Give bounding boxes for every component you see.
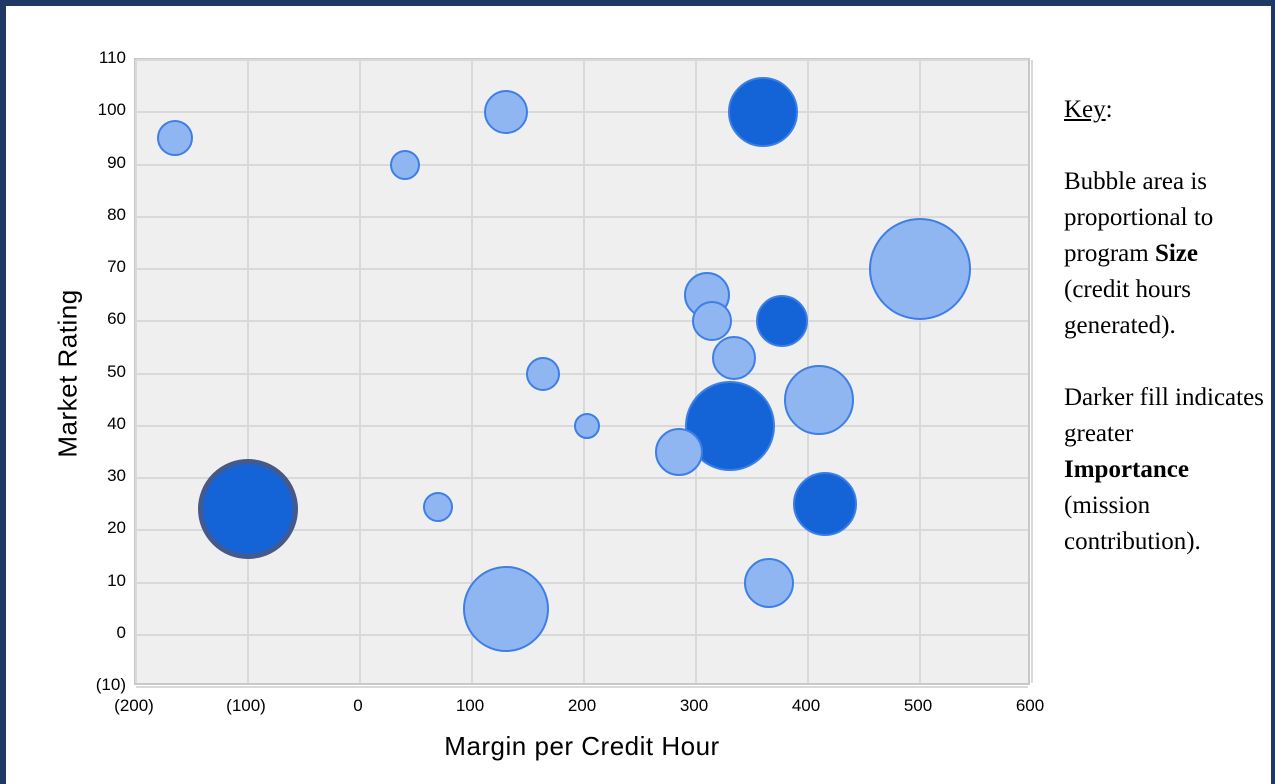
gridline-horizontal bbox=[136, 581, 1028, 584]
bubble-light bbox=[157, 120, 194, 157]
gridline-vertical bbox=[247, 60, 249, 683]
frame-border-right bbox=[1271, 0, 1275, 784]
gridline-horizontal bbox=[136, 215, 1028, 218]
x-tick-label: 0 bbox=[353, 696, 363, 715]
gridline-horizontal bbox=[136, 268, 1028, 270]
gridline-vertical bbox=[471, 60, 473, 683]
x-tick-label: 200 bbox=[567, 696, 597, 715]
y-tick-label: 90 bbox=[107, 152, 126, 172]
gridline-vertical bbox=[583, 60, 585, 683]
y-tick-label: 60 bbox=[107, 309, 126, 329]
gridline-horizontal bbox=[136, 320, 1028, 323]
x-tick-label: 500 bbox=[903, 696, 933, 715]
y-tick-label: 20 bbox=[107, 518, 126, 538]
y-tick-label: 80 bbox=[107, 204, 126, 224]
y-tick-label: 0 bbox=[116, 622, 126, 642]
gridline-horizontal bbox=[136, 372, 1028, 375]
gridline-vertical bbox=[919, 60, 921, 683]
x-tick-label: 400 bbox=[791, 696, 821, 715]
y-tick-label: 10 bbox=[107, 570, 126, 590]
bubble-light bbox=[483, 90, 528, 135]
key-importance-bold: Importance bbox=[1064, 456, 1189, 483]
key-title-text: Key bbox=[1064, 96, 1106, 123]
key-title-colon: : bbox=[1105, 96, 1113, 123]
bubble-light bbox=[743, 557, 794, 608]
gridline-horizontal bbox=[136, 633, 1028, 636]
bubble-light bbox=[691, 301, 732, 342]
y-tick-label: (10) bbox=[95, 675, 126, 694]
x-tick-label: (200) bbox=[114, 696, 154, 715]
gridline-horizontal bbox=[136, 477, 1028, 479]
bubble-light bbox=[423, 491, 454, 522]
y-tick-label: 40 bbox=[107, 413, 126, 433]
gridline-vertical bbox=[695, 60, 697, 683]
y-tick-label: 100 bbox=[97, 100, 126, 120]
bubble-dark bbox=[684, 380, 775, 471]
y-tick-label: 70 bbox=[107, 257, 126, 276]
bubble-light bbox=[655, 427, 704, 476]
x-tick-label: 300 bbox=[679, 696, 709, 715]
y-tick-label: 50 bbox=[107, 361, 126, 381]
bubble-dark bbox=[792, 472, 857, 537]
x-tick-label: 100 bbox=[455, 696, 485, 715]
gridline-vertical bbox=[135, 60, 137, 683]
bubble-light bbox=[784, 364, 855, 435]
gridline-horizontal bbox=[136, 163, 1028, 166]
bubble-light bbox=[712, 335, 757, 380]
key-title: Key: bbox=[1064, 92, 1264, 128]
x-axis-title: Margin per Credit Hour bbox=[444, 731, 720, 761]
gridline-horizontal bbox=[136, 686, 1028, 688]
plot-area bbox=[134, 58, 1033, 688]
bubble-dark bbox=[756, 295, 809, 348]
x-tick-label: 600 bbox=[1015, 696, 1045, 715]
key-importance-text-post: (mission contribution). bbox=[1064, 492, 1201, 555]
y-tick-label: 110 bbox=[98, 48, 126, 67]
gridline-horizontal bbox=[136, 529, 1028, 532]
bubble-light bbox=[389, 149, 420, 180]
key-paragraph-size: Bubble area is proportional to program S… bbox=[1064, 164, 1264, 344]
bubble-light bbox=[525, 356, 560, 391]
y-tick-label: 30 bbox=[107, 466, 126, 485]
gridline-vertical bbox=[1031, 60, 1033, 683]
key-panel: Key: Bubble area is proportional to prog… bbox=[1064, 56, 1264, 560]
gridline-horizontal bbox=[136, 111, 1028, 114]
key-paragraph-importance: Darker fill indicates greater Importance… bbox=[1064, 380, 1264, 560]
bubble-light bbox=[462, 565, 549, 652]
gridline-vertical bbox=[359, 60, 361, 683]
key-size-bold: Size bbox=[1154, 240, 1198, 267]
bubble-dark bbox=[198, 459, 298, 560]
bubble-light bbox=[574, 412, 601, 439]
bubble-dark bbox=[728, 77, 799, 148]
gridline-horizontal bbox=[136, 59, 1028, 61]
frame-border-left bbox=[0, 0, 6, 784]
key-importance-text-pre: Darker fill indicates greater bbox=[1064, 384, 1264, 447]
key-size-text-post: (credit hours generated). bbox=[1064, 240, 1205, 339]
x-tick-label: (100) bbox=[226, 696, 266, 715]
frame-border-top bbox=[0, 0, 1275, 6]
bubble-light bbox=[869, 218, 971, 320]
key-size-text-pre: Bubble area is proportional to program bbox=[1064, 168, 1214, 267]
